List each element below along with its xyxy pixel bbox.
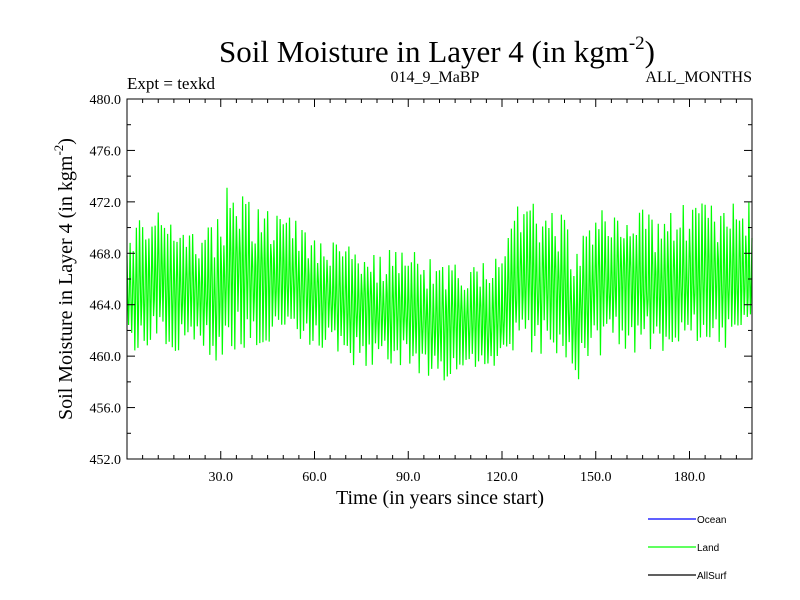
months-label: ALL_MONTHS: [645, 69, 752, 86]
y-tick-label: 468.0: [90, 247, 122, 262]
y-axis-label: Soil Moisture in Layer 4 (in kgm-2): [51, 138, 77, 420]
x-tick-label: 120.0: [486, 470, 518, 485]
y-tick-label: 472.0: [90, 196, 122, 211]
legend: Ocean Land AllSurf: [648, 515, 727, 582]
chart-title-close: ): [645, 34, 655, 69]
x-tick-label: 60.0: [302, 470, 327, 485]
chart-title: Soil Moisture in Layer 4 (in kgm-2): [219, 33, 655, 69]
y-axis-ticks: 452.0 456.0 460.0 464.0 468.0 472.0 476.0 480.0: [90, 93, 752, 468]
x-tick-label: 180.0: [674, 470, 706, 485]
y-tick-label: 476.0: [90, 144, 122, 159]
period-label: 014_9_MaBP: [391, 69, 480, 86]
x-axis-ticks: 30.0 60.0 90.0 120.0 150.0 180.0: [142, 99, 737, 485]
land-series-line: [126, 187, 753, 381]
x-tick-label: 30.0: [209, 470, 234, 485]
y-axis-label-sup: -2: [51, 145, 66, 156]
x-tick-label: 90.0: [396, 470, 421, 485]
legend-label-ocean: Ocean: [697, 515, 726, 526]
y-tick-label: 452.0: [90, 453, 122, 468]
legend-label-land: Land: [697, 543, 719, 554]
chart-title-sup: -2: [629, 33, 645, 54]
x-tick-label: 150.0: [580, 470, 612, 485]
experiment-label: Expt = texkd: [127, 74, 215, 93]
y-tick-label: 456.0: [90, 402, 122, 417]
x-axis-label: Time (in years since start): [336, 487, 544, 509]
y-axis-label-main: Soil Moisture in Layer 4 (in kgm: [55, 155, 77, 420]
y-tick-label: 464.0: [90, 299, 122, 314]
y-axis-label-close: ): [55, 138, 77, 145]
plot-area: [126, 98, 753, 460]
y-tick-label: 460.0: [90, 350, 122, 365]
legend-label-allsurf: AllSurf: [697, 571, 727, 582]
chart-title-main: Soil Moisture in Layer 4 (in kgm: [219, 34, 629, 69]
y-tick-label: 480.0: [90, 93, 122, 108]
